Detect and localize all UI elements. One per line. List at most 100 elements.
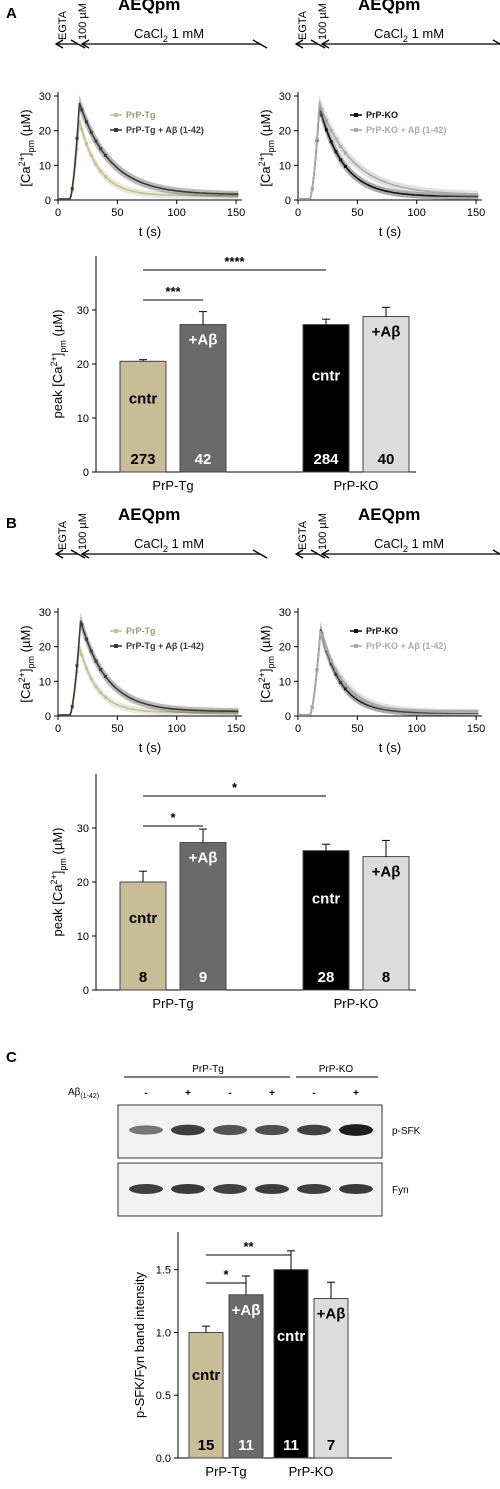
b-left-series-1-point xyxy=(84,637,88,641)
a-right-egta-arrow xyxy=(294,39,326,49)
a-right-egta-arrow-head-right xyxy=(310,39,326,49)
a-right-series-1-point xyxy=(310,187,314,191)
b-left-series-0-point xyxy=(80,653,84,657)
b-right-series-1-point xyxy=(334,668,338,672)
a-right-series-0-point xyxy=(329,140,333,144)
b-left-series-0-point xyxy=(89,677,93,681)
b-left-ytick-label-20: 20 xyxy=(39,642,51,654)
b-left-ylabel-text: [Ca2+]pm (µM) xyxy=(17,625,36,702)
a-left-ytick-label-0: 0 xyxy=(45,195,51,207)
a-left-ytick-label-30: 30 xyxy=(39,91,51,103)
b-left-title: AEQpm xyxy=(118,505,180,524)
c-bar-bar-3 xyxy=(313,1298,349,1459)
c-bar-sig-label-0: * xyxy=(223,1267,229,1282)
b-left-cacl-label: CaCl2 1 mM xyxy=(134,536,204,554)
blot-band-fyn-1 xyxy=(171,1183,205,1195)
b-left-cacl-arrow-head-right xyxy=(252,549,268,559)
a-left-series-1-point xyxy=(103,153,107,157)
b-left-series-0-point xyxy=(99,691,103,695)
b-right-series-0-line xyxy=(298,629,479,716)
c-bar-bar-chart: 0.0 0.5 1.0 1.5 p-SFK/Fyn band intensity cntr… xyxy=(132,1232,392,1479)
b-left-ytick-label-0: 0 xyxy=(45,711,51,723)
panel-letter-a: A xyxy=(6,5,17,22)
b-left-series-0-point xyxy=(94,685,98,689)
b-right-series-1-point xyxy=(324,647,328,651)
b-bar-group-label-1: PrP-KO xyxy=(334,996,379,1011)
b-bar-bar-n-2: 28 xyxy=(318,969,335,986)
a-bar-bar-n-3: 40 xyxy=(378,451,395,468)
b-bar-bar-3 xyxy=(362,856,410,991)
c-bar-bar-1 xyxy=(228,1294,264,1459)
b-left-legend-marker-0 xyxy=(114,629,118,633)
a-bar-bar-0 xyxy=(119,360,167,473)
a-left-series-1-point xyxy=(75,136,79,140)
a-bar-group-label-0: PrP-Tg xyxy=(152,478,193,493)
b-left-ionophore-text: 100 µM xyxy=(77,513,89,550)
blot-band-label-psfk: p-SFK xyxy=(392,1126,421,1137)
b-bar-bar-n-3: 8 xyxy=(382,969,390,986)
b-bar-sig-label-1: * xyxy=(232,780,238,795)
c-bar-sig-label-1: ** xyxy=(243,1239,254,1254)
blot-band-fyn-2 xyxy=(213,1184,247,1194)
b-right-ylabel-text: [Ca2+]pm (µM) xyxy=(257,625,276,702)
a-right-egta-label: EGTA xyxy=(297,10,309,40)
a-right-cacl-arrow xyxy=(320,39,500,49)
b-left-cacl-arrow xyxy=(80,549,268,559)
b-right-series-1-point xyxy=(329,659,333,663)
b-right-cacl-label: CaCl2 1 mM xyxy=(374,536,444,554)
b-left-series-0-point xyxy=(103,695,107,699)
a-right-series-1-point xyxy=(329,129,333,133)
a-left-ytick-label-10: 10 xyxy=(39,160,51,172)
c-bar-group-label-1: PrP-KO xyxy=(289,1464,334,1479)
c-bar-bar-2 xyxy=(273,1269,309,1459)
a-right-series-1-point xyxy=(315,136,319,140)
b-right-legend-label-1: PrP-KO + Aβ (1-42) xyxy=(366,641,446,651)
a-right-ytick-label-30: 30 xyxy=(279,91,291,103)
b-right-ylabel: [Ca2+]pm (µM) xyxy=(257,625,276,702)
a-left-series-0-point xyxy=(94,162,98,166)
a-left-legend-marker-1 xyxy=(114,128,118,132)
b-right-series-1-point xyxy=(339,676,343,680)
a-right-series-1-point xyxy=(343,151,347,155)
a-bar-bar-label-1: +Aβ xyxy=(189,332,218,349)
a-right-xlabel: t (s) xyxy=(379,224,401,239)
b-right-egta-text: EGTA xyxy=(297,520,309,550)
b-right-trace-chart: 0 10 20 30 0 50 100 150 t (s) [Ca2+]pm (µM) PrP-KO… xyxy=(257,607,485,755)
a-right-series-1-point xyxy=(334,137,338,141)
b-left-cacl-arrow-head-left xyxy=(80,549,90,559)
b-right-series-1-error-band xyxy=(298,623,479,716)
a-right-ytick-label-20: 20 xyxy=(279,126,291,138)
blot-group-label-tg: PrP-Tg xyxy=(192,1064,224,1075)
blot-band-psfk-2 xyxy=(213,1124,247,1136)
a-right-ytick-label-0: 0 xyxy=(285,195,291,207)
a-left-xtick-label-100: 100 xyxy=(168,207,186,219)
a-bar-ytick-label-0: 0 xyxy=(83,467,89,479)
a-left-series-0-point xyxy=(80,127,84,131)
a-right-series-1-point xyxy=(324,119,328,123)
b-bar-bar-label-3: +Aβ xyxy=(372,864,401,881)
a-right-legend-label-1: PrP-KO + Aβ (1-42) xyxy=(366,125,446,135)
blot-lane-sign-3: + xyxy=(269,1088,275,1099)
b-left-series-1-point xyxy=(89,649,93,653)
b-bar-ylabel: peak [Ca2+]pm (µM) xyxy=(49,827,68,936)
blot-band-label-fyn: Fyn xyxy=(392,1185,409,1196)
blot-band-fyn-3 xyxy=(255,1184,289,1194)
a-right-egta-text: EGTA xyxy=(297,10,309,40)
b-bar-ytick-label-20: 20 xyxy=(77,877,89,889)
a-bar-group-label-1: PrP-KO xyxy=(334,478,379,493)
b-right-series-0-point xyxy=(339,680,343,684)
a-right-cacl-arrow-head-left xyxy=(320,39,330,49)
a-right-legend-label-0: PrP-KO xyxy=(366,110,398,120)
a-left-series-0-line xyxy=(58,120,239,200)
b-right-xtick-label-50: 50 xyxy=(351,723,363,735)
a-left-cacl-arrow xyxy=(80,39,268,49)
b-right-ionophore-text: 100 µM xyxy=(317,513,329,550)
blot-band-fyn-5 xyxy=(339,1183,373,1195)
b-left-xlabel: t (s) xyxy=(139,740,161,755)
c-bar-ytick-label-1.5: 1.5 xyxy=(156,1265,171,1277)
a-right-title: AEQpm xyxy=(358,0,420,14)
b-right-xtick-label-100: 100 xyxy=(408,723,426,735)
b-left-egta-label: EGTA xyxy=(57,520,69,550)
a-left-xtick-label-50: 50 xyxy=(111,207,123,219)
